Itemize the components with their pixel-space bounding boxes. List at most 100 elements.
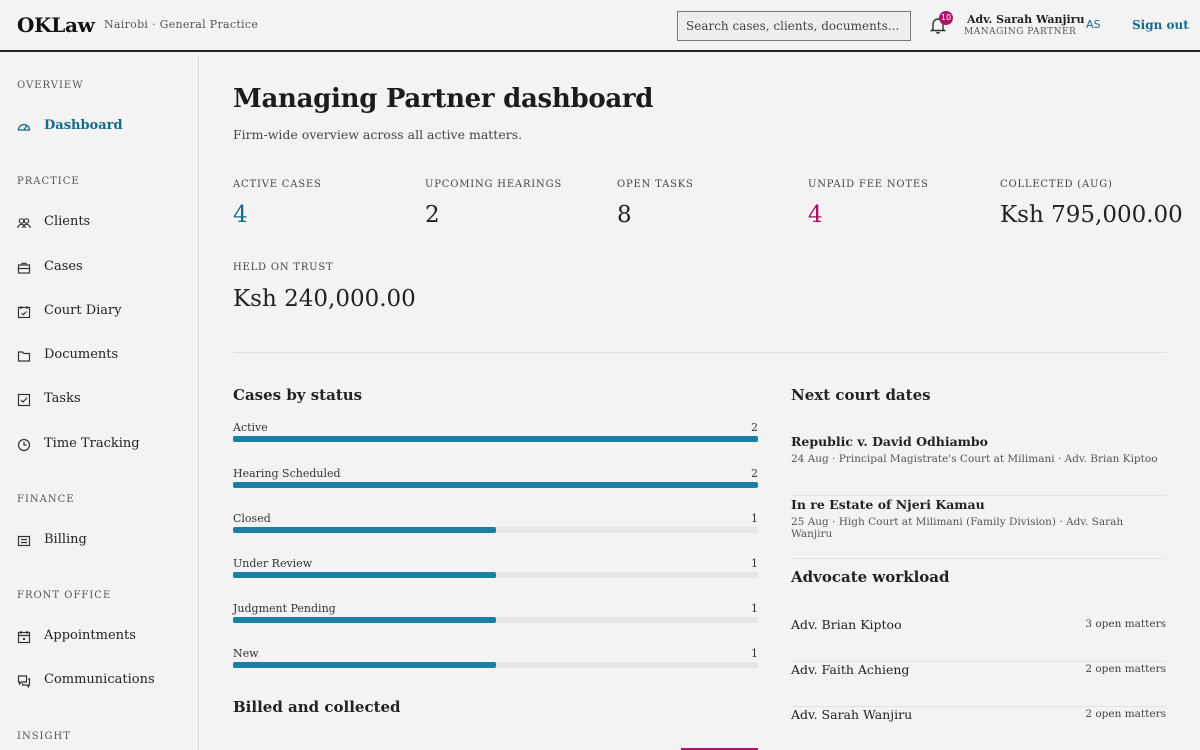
advocate-name: Adv. Faith Achieng — [791, 662, 910, 677]
status-bar-fill — [233, 572, 496, 578]
status-label: Under Review — [233, 557, 313, 570]
sidebar-item-communications[interactable]: Communications — [0, 667, 198, 695]
status-label: Closed — [233, 512, 271, 525]
stat-trust: Ksh 240,000.00 — [233, 286, 416, 312]
status-bar-row[interactable]: Active 2 — [233, 421, 758, 457]
workload-row[interactable]: Adv. Faith Achieng 2 open matters — [791, 662, 1166, 707]
folder-icon — [17, 351, 31, 362]
page-title: Managing Partner dashboard — [233, 84, 654, 114]
user-name: Adv. Sarah Wanjiru — [967, 13, 1085, 26]
top-header: OKLaw Nairobi · General Practice 10 Adv.… — [0, 0, 1200, 52]
search-input[interactable] — [677, 11, 911, 41]
court-date-item[interactable]: In re Estate of Njeri Kamau 25 Aug · Hig… — [791, 497, 1166, 559]
status-bar-row[interactable]: Under Review 1 — [233, 557, 758, 593]
court-case-title: Republic v. David Odhiambo — [791, 434, 988, 449]
open-matters-count: 3 open matters — [1085, 618, 1166, 630]
firm-name: Nairobi · General Practice — [104, 18, 259, 31]
stat-unpaid[interactable]: 4 — [808, 202, 823, 228]
sidebar-item-label: Billing — [44, 532, 87, 547]
stat-collected: Ksh 795,000.00 — [1000, 202, 1183, 228]
section-front-office: FRONT OFFICE — [17, 590, 112, 601]
sidebar-item-billing[interactable]: Billing — [0, 527, 198, 555]
sidebar-item-label: Appointments — [44, 628, 136, 643]
sidebar-item-dashboard[interactable]: Dashboard — [0, 113, 198, 141]
sidebar-item-label: Clients — [44, 214, 91, 229]
section-insight: INSIGHT — [17, 731, 71, 742]
stat-label-trust: HELD ON TRUST — [233, 262, 334, 273]
sidebar-item-appointments[interactable]: Appointments — [0, 623, 198, 651]
status-bar-fill — [233, 436, 758, 442]
stat-hearings: 2 — [425, 202, 440, 228]
court-case-title: In re Estate of Njeri Kamau — [791, 497, 985, 512]
workload-heading: Advocate workload — [791, 568, 950, 586]
stat-open-tasks: 8 — [617, 202, 632, 228]
sidebar-item-time-tracking[interactable]: Time Tracking — [0, 431, 198, 459]
page-subtitle: Firm-wide overview across all active mat… — [233, 127, 523, 142]
status-bar-fill — [233, 527, 496, 533]
advocate-name: Adv. Brian Kiptoo — [791, 617, 902, 632]
status-label: New — [233, 647, 259, 660]
cases-by-status-heading: Cases by status — [233, 386, 363, 404]
avatar[interactable]: AS — [1086, 18, 1101, 31]
status-bar-track — [233, 572, 758, 578]
brand-logo[interactable]: OKLaw — [17, 13, 95, 37]
status-label: Judgment Pending — [233, 602, 336, 615]
billed-bar-fragment — [681, 748, 758, 750]
sign-out-button[interactable]: Sign out — [1132, 18, 1189, 32]
workload-row[interactable]: Adv. Sarah Wanjiru 2 open matters — [791, 707, 1166, 750]
sidebar-item-tasks[interactable]: Tasks — [0, 386, 198, 414]
sidebar-item-documents[interactable]: Documents — [0, 342, 198, 370]
sidebar-item-clients[interactable]: Clients — [0, 209, 198, 237]
advocate-name: Adv. Sarah Wanjiru — [791, 707, 913, 722]
stat-label-active-cases: ACTIVE CASES — [233, 179, 322, 190]
court-case-detail: 24 Aug · Principal Magistrate's Court at… — [791, 453, 1158, 465]
workload-row[interactable]: Adv. Brian Kiptoo 3 open matters — [791, 617, 1166, 662]
clock-icon — [17, 438, 31, 452]
gauge-icon — [17, 123, 31, 131]
main-content: Managing Partner dashboard Firm-wide ove… — [200, 54, 1200, 750]
billed-collected-heading: Billed and collected — [233, 698, 401, 716]
sidebar-item-label: Cases — [44, 259, 83, 274]
status-label: Active — [233, 421, 268, 434]
sidebar-item-label: Court Diary — [44, 303, 122, 318]
section-divider — [233, 352, 1166, 353]
stat-label-open-tasks: OPEN TASKS — [617, 179, 694, 190]
status-count: 1 — [751, 602, 758, 615]
status-bar-row[interactable]: Closed 1 — [233, 512, 758, 548]
status-count: 2 — [751, 467, 758, 480]
sidebar: OVERVIEW Dashboard PRACTICE Clients Case… — [0, 54, 199, 750]
notification-badge: 10 — [939, 11, 953, 25]
section-finance: FINANCE — [17, 494, 75, 505]
status-count: 1 — [751, 512, 758, 525]
court-date-item[interactable]: Republic v. David Odhiambo 24 Aug · Prin… — [791, 434, 1166, 496]
status-count: 1 — [751, 557, 758, 570]
court-case-detail: 25 Aug · High Court at Milimani (Family … — [791, 516, 1124, 540]
status-bar-row[interactable]: New 1 — [233, 647, 758, 683]
status-bar-fill — [233, 482, 758, 488]
status-bar-row[interactable]: Judgment Pending 1 — [233, 602, 758, 638]
status-bar-track — [233, 527, 758, 533]
sidebar-item-label: Dashboard — [44, 118, 123, 133]
briefcase-icon — [17, 262, 31, 274]
users-icon — [17, 218, 31, 229]
status-bar-fill — [233, 617, 496, 623]
sidebar-item-label: Time Tracking — [44, 436, 140, 451]
sidebar-item-label: Communications — [44, 672, 155, 687]
section-overview: OVERVIEW — [17, 80, 84, 91]
status-bar-fill — [233, 662, 496, 668]
status-count: 2 — [751, 421, 758, 434]
stat-label-collected: COLLECTED (AUG) — [1000, 179, 1113, 190]
status-bar-row[interactable]: Hearing Scheduled 2 — [233, 467, 758, 503]
stat-label-hearings: UPCOMING HEARINGS — [425, 179, 563, 190]
sidebar-item-court-diary[interactable]: Court Diary — [0, 298, 198, 326]
status-label: Hearing Scheduled — [233, 467, 341, 480]
calendar-check-icon — [17, 306, 31, 319]
checkbox-icon — [17, 393, 31, 407]
open-matters-count: 2 open matters — [1085, 663, 1166, 675]
open-matters-count: 2 open matters — [1085, 708, 1166, 720]
sidebar-item-cases[interactable]: Cases — [0, 254, 198, 282]
stat-active-cases[interactable]: 4 — [233, 202, 248, 228]
section-practice: PRACTICE — [17, 176, 80, 187]
sidebar-item-label: Documents — [44, 347, 119, 362]
status-bar-track — [233, 617, 758, 623]
